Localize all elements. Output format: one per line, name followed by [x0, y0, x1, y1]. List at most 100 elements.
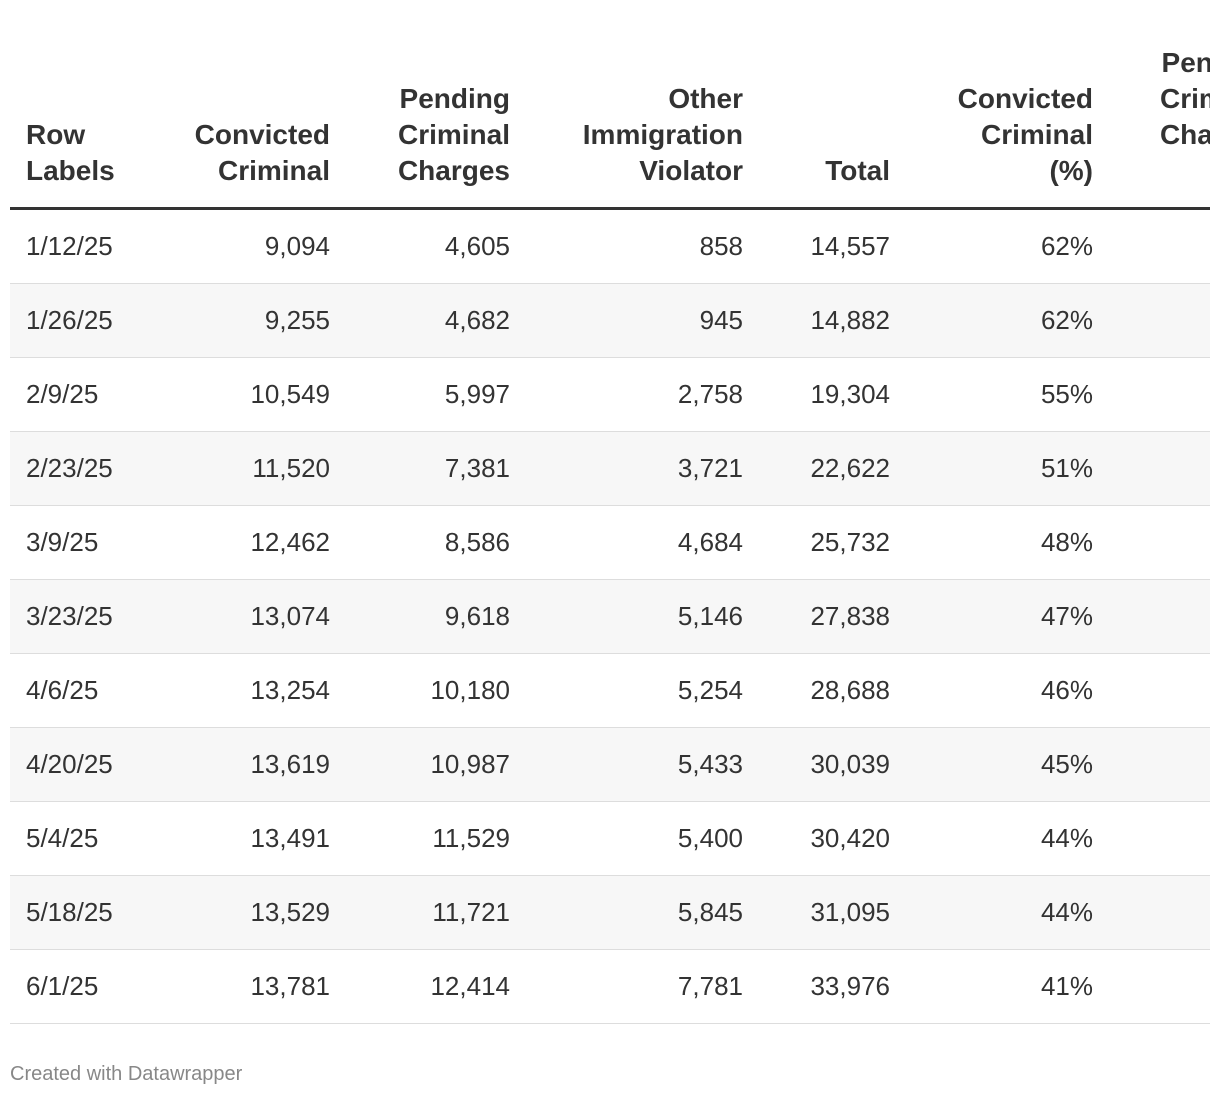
column-header: Other Immigration Violator	[510, 45, 743, 210]
table-cell: 5,997	[330, 357, 510, 432]
table-cell	[1093, 357, 1210, 432]
column-header-text: Row Labels	[26, 119, 115, 186]
column-header: Pending Criminal Charges (%)	[1093, 45, 1210, 210]
table-cell: 7,781	[510, 949, 743, 1024]
table-cell: 33,976	[743, 949, 890, 1024]
table-row: 5/4/25 13,491 11,529 5,400 30,420 44%	[10, 801, 1210, 876]
column-header: Total	[743, 45, 890, 210]
table-cell: 10,549	[180, 357, 330, 432]
row-label: 2/9/25	[10, 357, 180, 432]
row-label: 3/23/25	[10, 579, 180, 654]
table-cell: 2,758	[510, 357, 743, 432]
table-cell: 858	[510, 208, 743, 284]
table-cell	[1093, 801, 1210, 876]
table-cell: 30,039	[743, 727, 890, 802]
table-cell: 51%	[890, 431, 1093, 506]
table-cell: 13,529	[180, 875, 330, 950]
table-cell: 62%	[890, 283, 1093, 358]
table-cell: 45%	[890, 727, 1093, 802]
row-label: 3/9/25	[10, 505, 180, 580]
table-row: 1/26/25 9,255 4,682 945 14,882 62%	[10, 283, 1210, 358]
row-label: 6/1/25	[10, 949, 180, 1024]
table-cell: 9,094	[180, 208, 330, 284]
table-cell: 5,146	[510, 579, 743, 654]
header-row: Row Labels Convicted Criminal Pending Crim…	[10, 45, 1210, 210]
table-cell: 13,781	[180, 949, 330, 1024]
table-cell: 19,304	[743, 357, 890, 432]
table-cell: 22,622	[743, 431, 890, 506]
column-header: Convicted Criminal	[180, 45, 330, 210]
row-label: 1/26/25	[10, 283, 180, 358]
table-cell: 4,684	[510, 505, 743, 580]
table-cell	[1093, 283, 1210, 358]
table-row: 3/23/25 13,074 9,618 5,146 27,838 47%	[10, 579, 1210, 654]
table-body: 1/12/25 9,094 4,605 858 14,557 62% 1/26/25 9,25…	[10, 208, 1210, 1024]
table-cell	[1093, 505, 1210, 580]
table-row: 3/9/25 12,462 8,586 4,684 25,732 48%	[10, 505, 1210, 580]
table-cell	[1093, 875, 1210, 950]
table-row: 5/18/25 13,529 11,721 5,845 31,095 44%	[10, 875, 1210, 950]
column-header-text: Other Immigration Violator	[582, 83, 743, 186]
column-header: Row Labels	[10, 45, 180, 210]
table-cell	[1093, 653, 1210, 728]
column-header-text: Total	[825, 155, 890, 186]
table-cell: 10,180	[330, 653, 510, 728]
table-cell	[1093, 579, 1210, 654]
row-label: 4/20/25	[10, 727, 180, 802]
table-row: 6/1/25 13,781 12,414 7,781 33,976 41%	[10, 949, 1210, 1024]
table-cell: 44%	[890, 801, 1093, 876]
table-cell: 7,381	[330, 431, 510, 506]
footer-credit: Created with Datawrapper	[10, 1063, 243, 1085]
table-cell: 62%	[890, 208, 1093, 284]
column-header-text: Convicted Criminal (%)	[957, 83, 1093, 186]
row-label: 5/4/25	[10, 801, 180, 876]
table-cell: 41%	[890, 949, 1093, 1024]
table-row: 1/12/25 9,094 4,605 858 14,557 62%	[10, 208, 1210, 284]
column-header: Pending Criminal Charges	[330, 45, 510, 210]
table-cell	[1093, 431, 1210, 506]
table-cell: 13,074	[180, 579, 330, 654]
table-cell: 13,254	[180, 653, 330, 728]
column-header-text: Pending Criminal Charges	[397, 83, 510, 186]
table-cell	[1093, 208, 1210, 284]
table-cell: 55%	[890, 357, 1093, 432]
row-label: 2/23/25	[10, 431, 180, 506]
table-row: 2/23/25 11,520 7,381 3,721 22,622 51%	[10, 431, 1210, 506]
table-cell: 5,254	[510, 653, 743, 728]
table-cell: 25,732	[743, 505, 890, 580]
table-cell: 13,619	[180, 727, 330, 802]
table-cell: 3,721	[510, 431, 743, 506]
column-header-text: Convicted Criminal	[194, 119, 330, 186]
table-cell: 9,618	[330, 579, 510, 654]
table-cell: 11,721	[330, 875, 510, 950]
table-cell: 5,845	[510, 875, 743, 950]
table-cell: 11,529	[330, 801, 510, 876]
table-cell: 11,520	[180, 431, 330, 506]
row-label: 4/6/25	[10, 653, 180, 728]
table-cell: 44%	[890, 875, 1093, 950]
table-cell: 12,462	[180, 505, 330, 580]
table-cell: 945	[510, 283, 743, 358]
table-header: Row Labels Convicted Criminal Pending Crim…	[10, 45, 1210, 210]
table-cell: 14,557	[743, 208, 890, 284]
table-row: 2/9/25 10,549 5,997 2,758 19,304 55%	[10, 357, 1210, 432]
column-header-text: Pending Criminal Charges (%)	[1159, 47, 1210, 150]
table-cell: 13,491	[180, 801, 330, 876]
table-container: Row Labels Convicted Criminal Pending Crim…	[10, 45, 1210, 1024]
table-cell: 4,605	[330, 208, 510, 284]
table-cell	[1093, 949, 1210, 1024]
table-row: 4/6/25 13,254 10,180 5,254 28,688 46%	[10, 653, 1210, 728]
table-cell: 5,433	[510, 727, 743, 802]
table-cell: 12,414	[330, 949, 510, 1024]
table-cell	[1093, 727, 1210, 802]
data-table: Row Labels Convicted Criminal Pending Crim…	[10, 45, 1210, 1024]
table-cell: 5,400	[510, 801, 743, 876]
row-label: 5/18/25	[10, 875, 180, 950]
table-cell: 31,095	[743, 875, 890, 950]
table-cell: 47%	[890, 579, 1093, 654]
table-cell: 28,688	[743, 653, 890, 728]
table-cell: 46%	[890, 653, 1093, 728]
table-cell: 9,255	[180, 283, 330, 358]
table-cell: 4,682	[330, 283, 510, 358]
